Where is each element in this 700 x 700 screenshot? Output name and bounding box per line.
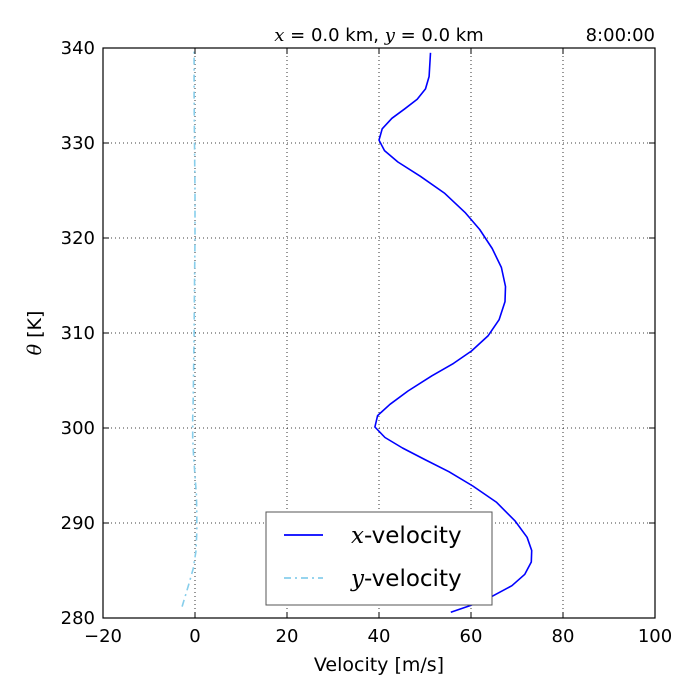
title-y-value: = 0.0 km: [395, 25, 484, 46]
y-axis-label-symbol: θ: [24, 343, 46, 355]
legend: x-velocity y-velocity: [265, 511, 493, 606]
chart-title-location: x = 0.0 km, y = 0.0 km: [274, 25, 483, 46]
series-line-x-velocity: [374, 52, 533, 614]
x-tick-label: 20: [276, 626, 299, 647]
legend-label-y-velocity: y-velocity: [350, 566, 462, 592]
x-tick-label: 60: [460, 626, 483, 647]
y-tick-label: 300: [61, 418, 95, 439]
y-tick-label: 290: [61, 513, 95, 534]
x-tick-label: 80: [552, 626, 575, 647]
series-line-y-velocity: [181, 49, 198, 607]
legend-y-text: -velocity: [364, 566, 462, 592]
y-tick-label: 330: [61, 133, 95, 154]
legend-label-x-velocity: x-velocity: [351, 523, 462, 549]
y-tick-label: 310: [61, 323, 95, 344]
legend-box: [265, 511, 493, 606]
y-axis-label-unit: [K]: [24, 311, 46, 344]
legend-x-symbol: x: [351, 523, 364, 549]
y-axis-label: θ [K]: [24, 311, 46, 356]
x-axis-label: Velocity [m/s]: [314, 654, 444, 676]
y-tick-label: 340: [61, 38, 95, 59]
series-lines: [181, 49, 533, 614]
x-tick-label: −20: [84, 626, 122, 647]
y-tick-label: 280: [61, 608, 95, 629]
x-tick-label: 0: [189, 626, 200, 647]
chart-title-time: 8:00:00: [586, 25, 655, 46]
x-tick-label: 100: [638, 626, 672, 647]
legend-y-symbol: y: [350, 566, 365, 592]
title-x-symbol: x: [274, 25, 284, 46]
x-tick-label: 40: [368, 626, 391, 647]
y-tick-label: 320: [61, 228, 95, 249]
title-x-value: = 0.0 km,: [284, 25, 384, 46]
title-y-symbol: y: [384, 25, 396, 46]
axis-ticks: −20 0 20 40 60 80 100 280 290 300 310 320 330 340: [61, 38, 673, 647]
legend-x-text: -velocity: [364, 523, 462, 549]
